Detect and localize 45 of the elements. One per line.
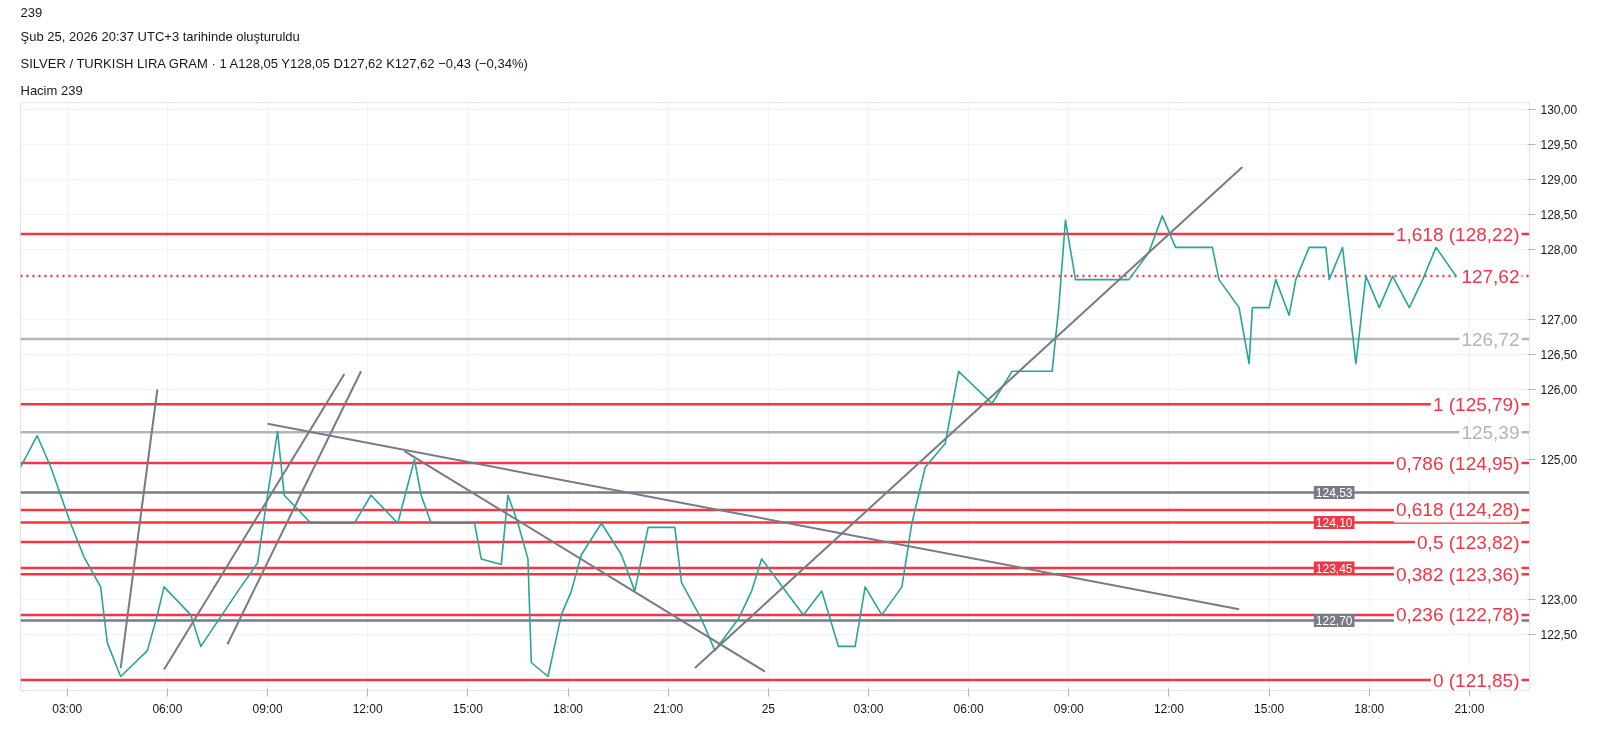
y-tick-label: 125,00 [1540,453,1578,467]
x-tick-label: 15:00 [452,701,484,716]
ref-line-label: 124,10 [1315,516,1353,530]
ref-line-label: 122,70 [1315,614,1353,628]
x-tick-label: 21:00 [1454,701,1485,716]
x-tick-label: 06:00 [953,701,984,716]
ref-line-label: 127,62 [1461,265,1520,287]
x-tick-label: 21:00 [653,701,684,716]
ref-line-label: 123,45 [1315,561,1353,576]
ref-line-label: 1,618 (128,22) [1395,223,1520,245]
x-tick-label: 09:00 [252,701,283,716]
ref-line-label: 0,618 (124,28) [1395,499,1520,521]
y-tick-label: 126,00 [1540,383,1578,397]
y-tick-label: 129,50 [1540,138,1578,152]
y-tick-label: 126,50 [1540,348,1578,362]
ref-line-label: 0,382 (123,36) [1395,563,1520,585]
ref-line-label: 126,72 [1461,328,1520,350]
chart-subtitle: Hacim 239 [20,82,83,98]
ref-line-label: 125,39 [1461,421,1520,443]
ref-line-label: 1 (125,79) [1432,393,1520,415]
chart-title: SILVER / TURKISH LIRA GRAM · 1 A128,05 Y128,05 D127,62 K127,62 −0,43 (−0,34%) [20,55,528,71]
ref-line-label: 0,786 (124,95) [1395,452,1520,474]
y-tick-label: 129,00 [1540,173,1578,187]
x-tick-label: 18:00 [1354,701,1385,716]
text: 239 [20,4,43,20]
x-tick-label: 15:00 [1254,701,1285,716]
y-tick-label: 128,50 [1540,208,1578,222]
x-tick-label: 03:00 [52,701,83,716]
ref-line-label: 0,236 (122,78) [1395,604,1520,626]
ref-line-label: 124,53 [1315,485,1353,500]
y-tick-label: 128,00 [1540,243,1578,257]
x-tick-label: 12:00 [352,701,384,716]
y-tick-label: 127,00 [1540,313,1578,327]
y-tick-label: 130,00 [1540,103,1578,117]
x-tick-label: 12:00 [1153,701,1185,716]
x-tick-label: 25 [761,701,776,716]
x-tick-label: 09:00 [1053,701,1085,716]
x-tick-label: 18:00 [553,701,584,716]
ref-line-label: 0 (121,85) [1432,669,1520,691]
ref-line-label: 0,5 (123,82) [1417,531,1520,553]
y-tick-label: 122,50 [1540,628,1578,642]
text: Şub 25, 2026 20:37 UTC+3 tarihinde oluşturuldu [20,28,300,44]
x-tick-label: 03:00 [853,701,884,716]
x-tick-label: 06:00 [152,701,183,716]
y-tick-label: 123,00 [1540,593,1578,607]
